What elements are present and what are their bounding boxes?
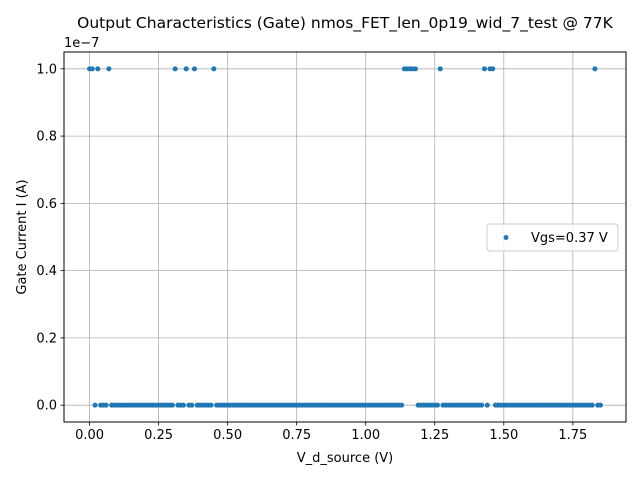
data-point-high	[191, 66, 197, 72]
legend-marker	[503, 235, 509, 240]
x-tick-label: 1.00	[351, 428, 380, 443]
y-tick-label: 0.0	[36, 399, 57, 414]
plot-frame	[63, 51, 627, 423]
x-tick-label: 0.75	[282, 428, 311, 443]
data-point-high	[89, 66, 95, 72]
x-axis-label: V_d_source (V)	[297, 451, 393, 466]
data-point-high	[183, 66, 189, 72]
data-point-high	[481, 66, 487, 72]
data-point-low	[169, 402, 175, 408]
x-tick-label: 1.75	[558, 428, 587, 443]
y-tick-label: 0.4	[36, 264, 57, 279]
data-point-high	[106, 66, 112, 72]
data-point-low	[597, 402, 603, 408]
y-axis-label: Gate Current I (A)	[15, 179, 30, 294]
data-point-high	[490, 66, 496, 72]
scatter-points	[87, 66, 603, 408]
x-tick-label: 1.50	[489, 428, 518, 443]
y-offset-label: 1e−7	[64, 36, 99, 51]
y-tick-label: 0.8	[36, 130, 57, 145]
axis-ticks: 0.00 0.25 0.50 0.75 1.00 1.25 1.50 1.75 0.0 0.2 0.…	[36, 62, 587, 443]
x-tick-label: 0.25	[144, 428, 173, 443]
data-point-low	[208, 402, 214, 408]
y-tick-label: 0.2	[36, 331, 57, 346]
data-point-low	[479, 402, 485, 408]
legend-box	[486, 223, 619, 252]
data-point-low	[399, 402, 405, 408]
data-point-low	[92, 402, 98, 408]
data-point-high	[592, 66, 598, 72]
y-tick-label: 0.6	[36, 197, 57, 212]
data-point-low	[180, 402, 186, 408]
data-point-high	[412, 66, 418, 72]
legend-label: Vgs=0.37 V	[531, 231, 608, 246]
data-point-low	[589, 402, 595, 408]
data-point-low	[435, 402, 441, 408]
data-point-high	[95, 66, 101, 72]
data-point-low	[484, 402, 490, 408]
chart-title: Output Characteristics (Gate) nmos_FET_l…	[77, 14, 614, 33]
legend: Vgs=0.37 V	[486, 223, 619, 252]
data-point-high	[172, 66, 178, 72]
data-point-low	[103, 402, 109, 408]
x-tick-label: 1.25	[420, 428, 449, 443]
data-point-high	[437, 66, 443, 72]
y-tick-label: 1.0	[36, 62, 57, 77]
data-point-high	[211, 66, 217, 72]
x-tick-label: 0.50	[213, 428, 242, 443]
data-point-low	[189, 402, 195, 408]
x-tick-label: 0.00	[75, 428, 104, 443]
